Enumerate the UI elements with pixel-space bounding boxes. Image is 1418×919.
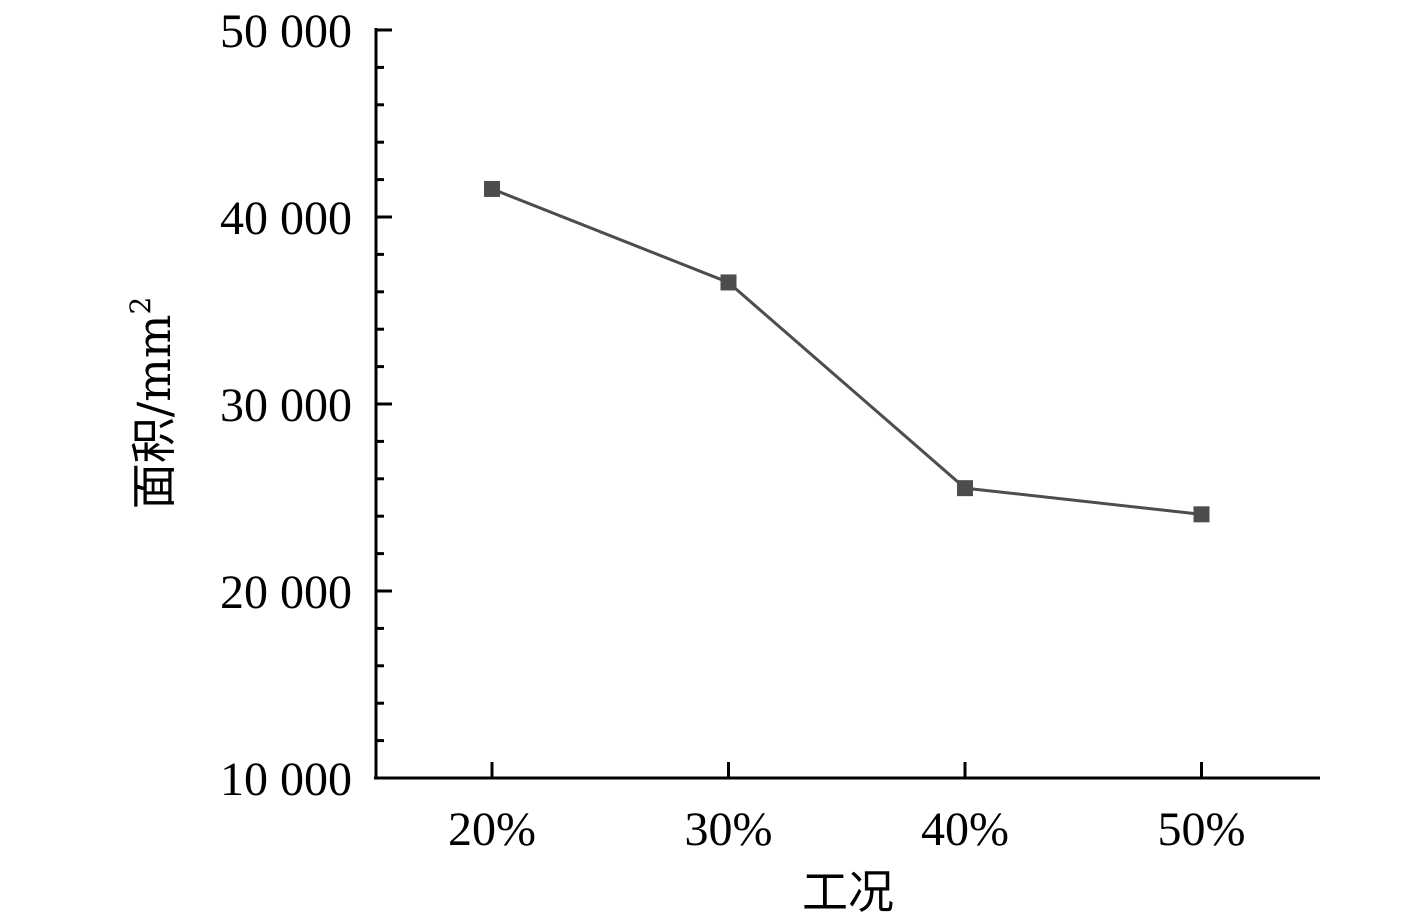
data-point-marker (484, 180, 500, 197)
x-tick-label: 50% (1158, 803, 1246, 856)
data-point-marker (720, 274, 737, 291)
x-ticks: 20% 30% 40% 50% (448, 762, 1245, 856)
y-tick-label: 40 000 (220, 192, 352, 245)
series-layer (484, 180, 1210, 523)
x-axis-title: 工况 (802, 865, 894, 919)
x-tick-label: 30% (685, 803, 773, 856)
y-tick-label: 10 000 (220, 753, 352, 806)
data-point-marker (957, 480, 973, 497)
y-tick-label: 20 000 (220, 566, 352, 619)
y-tick-label: 30 000 (220, 379, 352, 432)
data-point-marker (1193, 506, 1210, 523)
y-axis-title: 面积/mm2 (124, 297, 181, 510)
y-ticks: 10 000 20 000 30 000 40 000 50 000 (220, 5, 392, 806)
series-line (491, 187, 1202, 516)
y-tick-label: 50 000 (220, 5, 352, 58)
axes (374, 28, 1320, 780)
y-axis-title-superscript: 2 (124, 297, 157, 315)
x-tick-label: 40% (921, 803, 1009, 856)
x-tick-label: 20% (448, 803, 536, 856)
y-axis-title-text: 面积/mm (127, 315, 181, 510)
